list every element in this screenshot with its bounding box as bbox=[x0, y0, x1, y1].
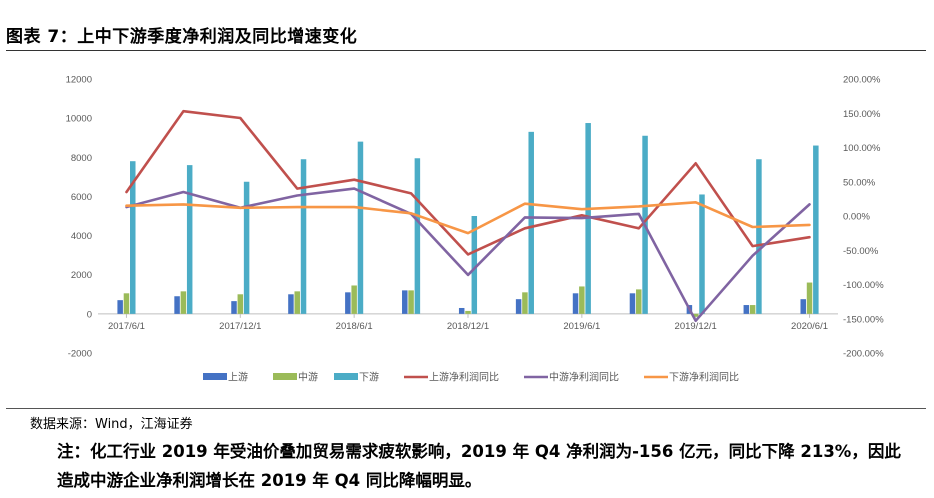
y-right-tick-label: -150.00% bbox=[843, 314, 884, 325]
bar-midstream bbox=[408, 290, 414, 314]
bar-midstream bbox=[692, 313, 699, 317]
x-tick-label: 2019/6/1 bbox=[563, 321, 600, 332]
source-divider bbox=[6, 408, 926, 409]
legend-label-downstream: 下游 bbox=[359, 371, 379, 384]
bar-midstream bbox=[749, 305, 756, 314]
y-right-tick-label: -50.00% bbox=[843, 246, 879, 257]
y-left-tick-label: 12000 bbox=[66, 75, 92, 86]
y-left-tick-label: 8000 bbox=[71, 153, 92, 164]
bar-upstream bbox=[629, 293, 636, 314]
x-tick-label: 2020/6/1 bbox=[791, 321, 828, 332]
bar-midstream bbox=[351, 285, 357, 314]
bar-upstream bbox=[743, 305, 750, 314]
y-left-tick-label: -2000 bbox=[68, 349, 92, 360]
bar-upstream bbox=[402, 290, 408, 314]
bar-upstream bbox=[345, 292, 351, 314]
chart-note: 注：化工行业 2019 年受油价叠加贸易需求疲软影响，2019 年 Q4 净利润… bbox=[57, 442, 901, 490]
bar-upstream bbox=[458, 307, 465, 314]
y-right-tick-label: -200.00% bbox=[843, 349, 884, 360]
figure-title: 图表 7：上中下游季度净利润及同比增速变化 bbox=[6, 27, 358, 47]
bar-downstream bbox=[528, 131, 534, 314]
line-down_yoy bbox=[125, 201, 811, 235]
y-left-tick-label: 0 bbox=[87, 309, 92, 320]
bar-downstream bbox=[756, 159, 762, 314]
bar-midstream bbox=[636, 289, 642, 314]
y-right-tick-label: 0.00% bbox=[843, 212, 870, 223]
x-tick-label: 2017/12/1 bbox=[219, 321, 261, 332]
bar-downstream bbox=[130, 161, 136, 314]
bar-downstream bbox=[813, 145, 819, 314]
bar-downstream bbox=[300, 159, 307, 314]
x-tick-label: 2017/6/1 bbox=[108, 321, 145, 332]
legend-swatch-downstream bbox=[334, 373, 358, 380]
legend-label-up_yoy: 上游净利润同比 bbox=[429, 371, 499, 384]
y-left-tick-label: 10000 bbox=[66, 114, 92, 125]
bar-upstream bbox=[515, 299, 522, 314]
bar-midstream bbox=[294, 291, 300, 314]
legend-label-down_yoy: 下游净利润同比 bbox=[669, 371, 739, 384]
bar-midstream bbox=[522, 292, 528, 314]
legend-label-mid_yoy: 中游净利润同比 bbox=[549, 371, 619, 384]
bar-midstream bbox=[237, 294, 244, 314]
y-right-tick-label: 200.00% bbox=[843, 75, 881, 86]
x-tick-label: 2018/6/1 bbox=[336, 321, 373, 332]
x-tick-label: 2018/12/1 bbox=[447, 321, 489, 332]
data-source: 数据来源：Wind，江海证券 bbox=[30, 417, 193, 432]
bar-downstream bbox=[186, 165, 193, 314]
bar-midstream bbox=[123, 293, 130, 314]
y-right-tick-label: 100.00% bbox=[843, 143, 881, 154]
y-left-tick-label: 6000 bbox=[71, 192, 92, 203]
bar-downstream bbox=[243, 181, 250, 314]
net-profit-chart: -2000 0 2000 4000 6000 8000 10000 12000 -200.00%… bbox=[66, 75, 885, 384]
bar-downstream bbox=[699, 194, 705, 314]
y-left-tick-label: 2000 bbox=[71, 270, 92, 281]
bar-midstream bbox=[806, 282, 813, 314]
bar-upstream bbox=[174, 296, 180, 314]
x-tick-label: 2019/12/1 bbox=[675, 321, 717, 332]
bar-downstream bbox=[471, 216, 478, 314]
bar-midstream bbox=[465, 310, 471, 314]
bar-upstream bbox=[117, 300, 123, 314]
y-left-tick-label: 4000 bbox=[71, 231, 92, 242]
legend-label-upstream: 上游 bbox=[228, 371, 248, 384]
bar-upstream bbox=[572, 293, 579, 314]
legend-swatch-midstream bbox=[273, 373, 297, 380]
legend-swatch-upstream bbox=[203, 373, 227, 380]
y-right-tick-label: 50.00% bbox=[843, 177, 876, 188]
line-up_yoy bbox=[125, 109, 811, 256]
y-right-tick-label: -100.00% bbox=[843, 280, 884, 291]
bar-downstream bbox=[357, 141, 364, 314]
bar-downstream bbox=[414, 158, 421, 314]
legend-label-midstream: 中游 bbox=[298, 371, 318, 384]
bar-midstream bbox=[579, 286, 585, 314]
y-right-tick-label: 150.00% bbox=[843, 109, 881, 120]
title-divider bbox=[6, 50, 926, 51]
bar-upstream bbox=[288, 294, 294, 314]
bar-upstream bbox=[231, 301, 237, 314]
bar-midstream bbox=[180, 291, 187, 314]
bar-upstream bbox=[800, 299, 806, 314]
